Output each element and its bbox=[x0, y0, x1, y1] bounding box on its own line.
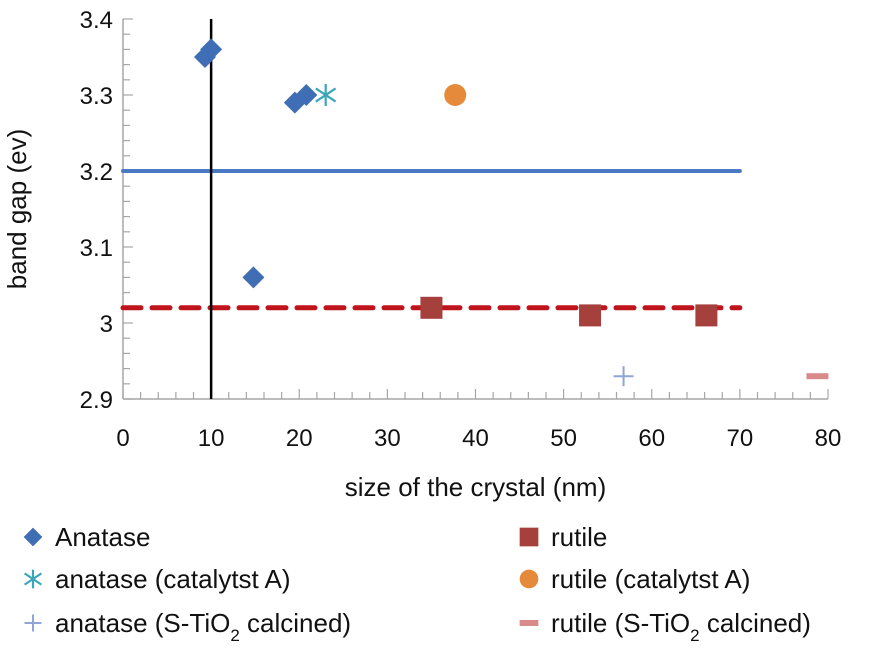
legend: Anatase anatase (catalytst A) anatase (S-T… bbox=[23, 522, 811, 645]
x-tick-label: 20 bbox=[286, 425, 313, 452]
data-points bbox=[193, 38, 829, 387]
x-tick-label: 50 bbox=[550, 425, 577, 452]
legend-marker-square bbox=[519, 527, 539, 547]
reference-lines bbox=[120, 19, 743, 399]
x-tick-label: 30 bbox=[374, 425, 401, 452]
legend-item: anatase (S-TiO2 calcined) bbox=[24, 608, 351, 645]
x-tick-label: 80 bbox=[815, 425, 842, 452]
legend-label: rutile (catalytst A) bbox=[551, 564, 750, 594]
y-tick-label: 3.4 bbox=[80, 7, 113, 34]
legend-item: rutile (S-TiO2 calcined) bbox=[519, 608, 811, 645]
data-point-plus bbox=[613, 366, 634, 387]
y-tick-label: 3.2 bbox=[80, 159, 113, 186]
x-axis-title: size of the crystal (nm) bbox=[345, 472, 607, 502]
y-tick-label: 3.3 bbox=[80, 83, 113, 110]
y-tick-label: 3 bbox=[100, 311, 113, 338]
legend-marker-dash bbox=[519, 620, 539, 626]
x-tick-label: 0 bbox=[116, 425, 129, 452]
data-point-square bbox=[695, 304, 718, 327]
data-point-diamond bbox=[242, 266, 265, 289]
legend-item: rutile (catalytst A) bbox=[519, 564, 750, 594]
legend-label: anatase (S-TiO2 calcined) bbox=[55, 608, 351, 645]
data-point-asterisk bbox=[315, 84, 337, 106]
x-tick-label: 70 bbox=[727, 425, 754, 452]
x-tick-label: 40 bbox=[462, 425, 489, 452]
legend-marker-circle bbox=[519, 569, 539, 589]
legend-item: anatase (catalytst A) bbox=[23, 564, 291, 594]
axes: 0 10 20 30 40 50 60 70 80 2.9 3 3.1 3.2 3.3 3.4 bbox=[80, 7, 842, 452]
legend-marker-diamond bbox=[23, 527, 43, 547]
data-point-dash bbox=[806, 373, 829, 380]
x-tick-label: 10 bbox=[198, 425, 225, 452]
data-point-square bbox=[420, 296, 443, 319]
legend-label: Anatase bbox=[55, 522, 150, 552]
legend-marker-plus bbox=[24, 614, 42, 632]
data-point-diamond bbox=[295, 84, 318, 106]
y-tick-label: 3.1 bbox=[80, 235, 113, 262]
x-tick-label: 60 bbox=[638, 425, 665, 452]
legend-marker-asterisk bbox=[23, 569, 43, 589]
y-tick-label: 2.9 bbox=[80, 387, 113, 414]
data-point-square bbox=[579, 304, 602, 327]
legend-item: rutile bbox=[519, 522, 607, 552]
legend-label: rutile bbox=[551, 522, 607, 552]
data-point-diamond bbox=[200, 38, 223, 61]
legend-label: anatase (catalytst A) bbox=[55, 564, 291, 594]
data-point-circle bbox=[444, 84, 467, 106]
y-axis-title: band gap (ev) bbox=[2, 129, 32, 289]
legend-label: rutile (S-TiO2 calcined) bbox=[551, 608, 811, 645]
legend-item: Anatase bbox=[23, 522, 150, 552]
